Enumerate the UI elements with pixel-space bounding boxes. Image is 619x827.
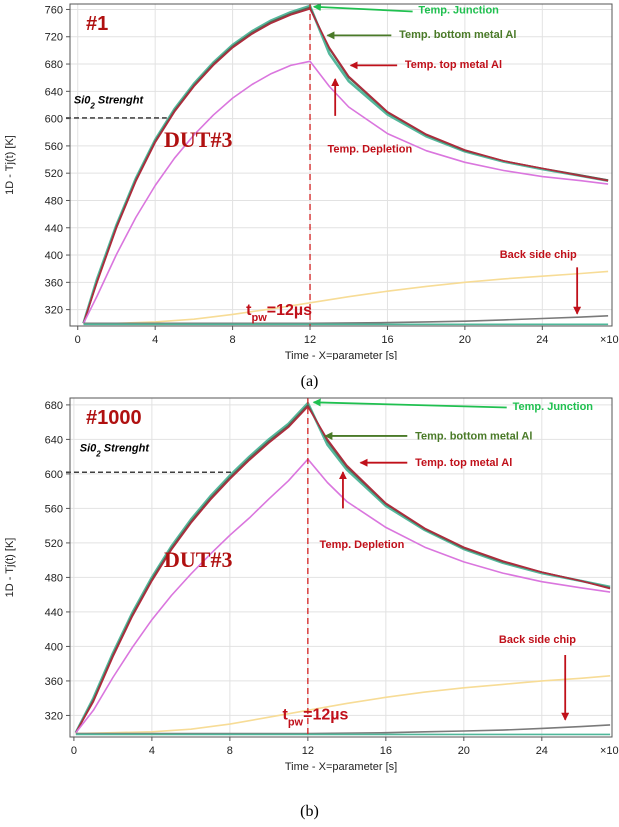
x-exponent-label: ×10-6 — [600, 743, 619, 758]
y-tick-label: 760 — [45, 4, 63, 16]
caption-b: (b) — [300, 803, 319, 820]
x-tick-label: 24 — [536, 745, 548, 757]
y-tick-label: 360 — [45, 676, 63, 688]
x-tick-label: 4 — [149, 745, 155, 757]
y-tick-label: 440 — [45, 607, 63, 619]
series-line-4 — [83, 270, 609, 325]
series-line-5 — [75, 724, 611, 735]
panel-label: #1000 — [86, 407, 142, 429]
series-line-4 — [75, 675, 611, 735]
y-tick-label: 520 — [45, 168, 63, 180]
annotation-label: Temp. Junction — [513, 401, 594, 413]
y-tick-label: 480 — [45, 195, 63, 207]
annotation-label: Temp. bottom metal Al — [415, 430, 532, 442]
y-tick-label: 560 — [45, 141, 63, 153]
y-tick-label: 360 — [45, 277, 63, 289]
series-line-2 — [75, 405, 611, 734]
annotation-label: Temp. Junction — [418, 5, 499, 17]
x-tick-label: 4 — [152, 334, 158, 346]
annotation-label: Temp. top metal Al — [415, 457, 512, 469]
x-axis-title: Time - X=parameter [s] — [285, 761, 397, 773]
y-tick-label: 520 — [45, 538, 63, 550]
plot-frame — [69, 397, 613, 738]
y-tick-label: 320 — [45, 710, 63, 722]
y-tick-label: 480 — [45, 572, 63, 584]
y-tick-label: 400 — [45, 641, 63, 653]
x-exponent-label: ×10-6 — [600, 332, 619, 347]
y-tick-label: 640 — [45, 86, 63, 98]
pulse-width-label: tpw=12µs — [283, 707, 349, 729]
chart-panel-a: Si02 Strenght tpw=12µs Temp. Junction Temp.… — [4, 3, 619, 360]
annotation-arrow — [312, 3, 413, 13]
dut-label: DUT#3 — [164, 127, 232, 152]
y-tick-label: 600 — [45, 114, 63, 126]
series-line-3 — [75, 458, 611, 734]
x-tick-label: 20 — [459, 334, 471, 346]
x-tick-label: 24 — [536, 334, 548, 346]
x-tick-label: 0 — [75, 334, 81, 346]
x-axis-title: Time - X=parameter [s] — [285, 350, 397, 360]
x-tick-label: 16 — [381, 334, 393, 346]
x-tick-label: 20 — [458, 745, 470, 757]
y-axis-title: 1D - Tj(t) [K] — [4, 538, 16, 598]
y-tick-label: 440 — [45, 223, 63, 235]
annotation-label: Back side chip — [500, 249, 577, 261]
panel-label: #1 — [86, 13, 108, 35]
annotation-label: Temp. bottom metal Al — [399, 29, 516, 41]
annotation-label: Temp. Depletion — [320, 539, 405, 551]
x-tick-label: 0 — [71, 745, 77, 757]
y-tick-label: 720 — [45, 32, 63, 44]
series-line-5 — [83, 315, 609, 325]
series-line-1 — [75, 404, 611, 734]
series-line-0 — [74, 401, 611, 734]
y-tick-label: 640 — [45, 434, 63, 446]
y-axis-title: 1D - Tj(t) [K] — [4, 135, 16, 195]
chart-panel-b: Si02 Strenght tpw=12µs Temp. Junction Temp.… — [4, 397, 619, 773]
y-tick-label: 600 — [45, 469, 63, 481]
dut-label: DUT#3 — [164, 547, 232, 572]
annotation-arrow — [312, 398, 507, 409]
x-tick-label: 8 — [227, 745, 233, 757]
caption-a: (a) — [300, 373, 319, 390]
pulse-width-label: tpw=12µs — [246, 302, 312, 324]
y-tick-label: 680 — [45, 400, 63, 412]
plot-area — [70, 398, 612, 737]
series-line-2 — [82, 8, 609, 324]
x-tick-label: 8 — [230, 334, 236, 346]
y-tick-label: 560 — [45, 503, 63, 515]
sio2-strength-label: Si02 Strenght — [74, 95, 145, 111]
y-tick-label: 320 — [45, 305, 63, 317]
annotation-label: Temp. top metal Al — [405, 59, 502, 71]
annotation-label: Temp. Depletion — [327, 144, 412, 156]
plot-frame — [69, 3, 613, 327]
y-tick-label: 400 — [45, 250, 63, 262]
sio2-strength-label: Si02 Strenght — [80, 442, 151, 458]
series-line-3 — [82, 60, 609, 324]
annotation-label: Back side chip — [499, 634, 576, 646]
x-tick-label: 12 — [304, 334, 316, 346]
y-tick-label: 680 — [45, 59, 63, 71]
x-tick-label: 16 — [380, 745, 392, 757]
x-tick-label: 12 — [302, 745, 314, 757]
